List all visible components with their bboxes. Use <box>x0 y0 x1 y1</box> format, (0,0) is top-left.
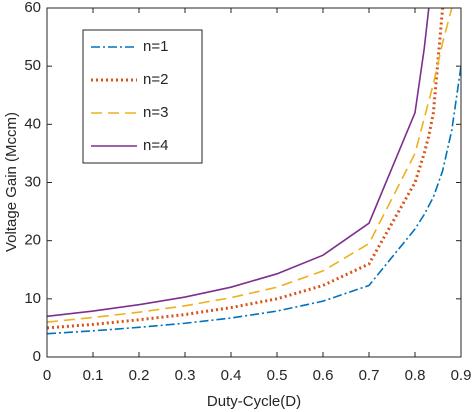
legend-label: n=1 <box>143 38 168 55</box>
series-line <box>47 8 453 323</box>
y-tick-label: 10 <box>24 290 41 307</box>
y-tick-label: 30 <box>24 173 41 190</box>
legend-label: n=4 <box>143 137 168 154</box>
y-tick-label: 0 <box>33 348 41 365</box>
y-tick-label: 60 <box>24 0 41 16</box>
series-line <box>47 8 445 330</box>
series-line <box>47 8 430 318</box>
x-tick-label: 0.9 <box>451 367 472 384</box>
x-axis-label: Duty-Cycle(D) <box>207 393 301 410</box>
y-tick-label: 20 <box>24 232 41 249</box>
legend-label: n=2 <box>143 71 168 88</box>
x-tick-label: 0.6 <box>313 367 334 384</box>
y-tick-label: 40 <box>24 115 41 132</box>
y-axis-label: Voltage Gain (Mccm) <box>3 112 20 252</box>
x-tick-label: 0.5 <box>267 367 288 384</box>
legend-label: n=3 <box>143 104 168 121</box>
x-tick-label: 0.4 <box>221 367 242 384</box>
x-tick-label: 0.1 <box>83 367 104 384</box>
series-line <box>47 66 461 335</box>
legend-box <box>82 29 203 164</box>
x-tick-label: 0.3 <box>175 367 196 384</box>
y-tick-label: 50 <box>24 57 41 74</box>
plot-frame <box>46 7 462 358</box>
x-tick-label: 0.7 <box>359 367 380 384</box>
x-tick-label: 0.2 <box>129 367 150 384</box>
x-tick-label: 0.8 <box>405 367 426 384</box>
x-tick-label: 0 <box>43 367 51 384</box>
plot-area <box>47 8 461 335</box>
